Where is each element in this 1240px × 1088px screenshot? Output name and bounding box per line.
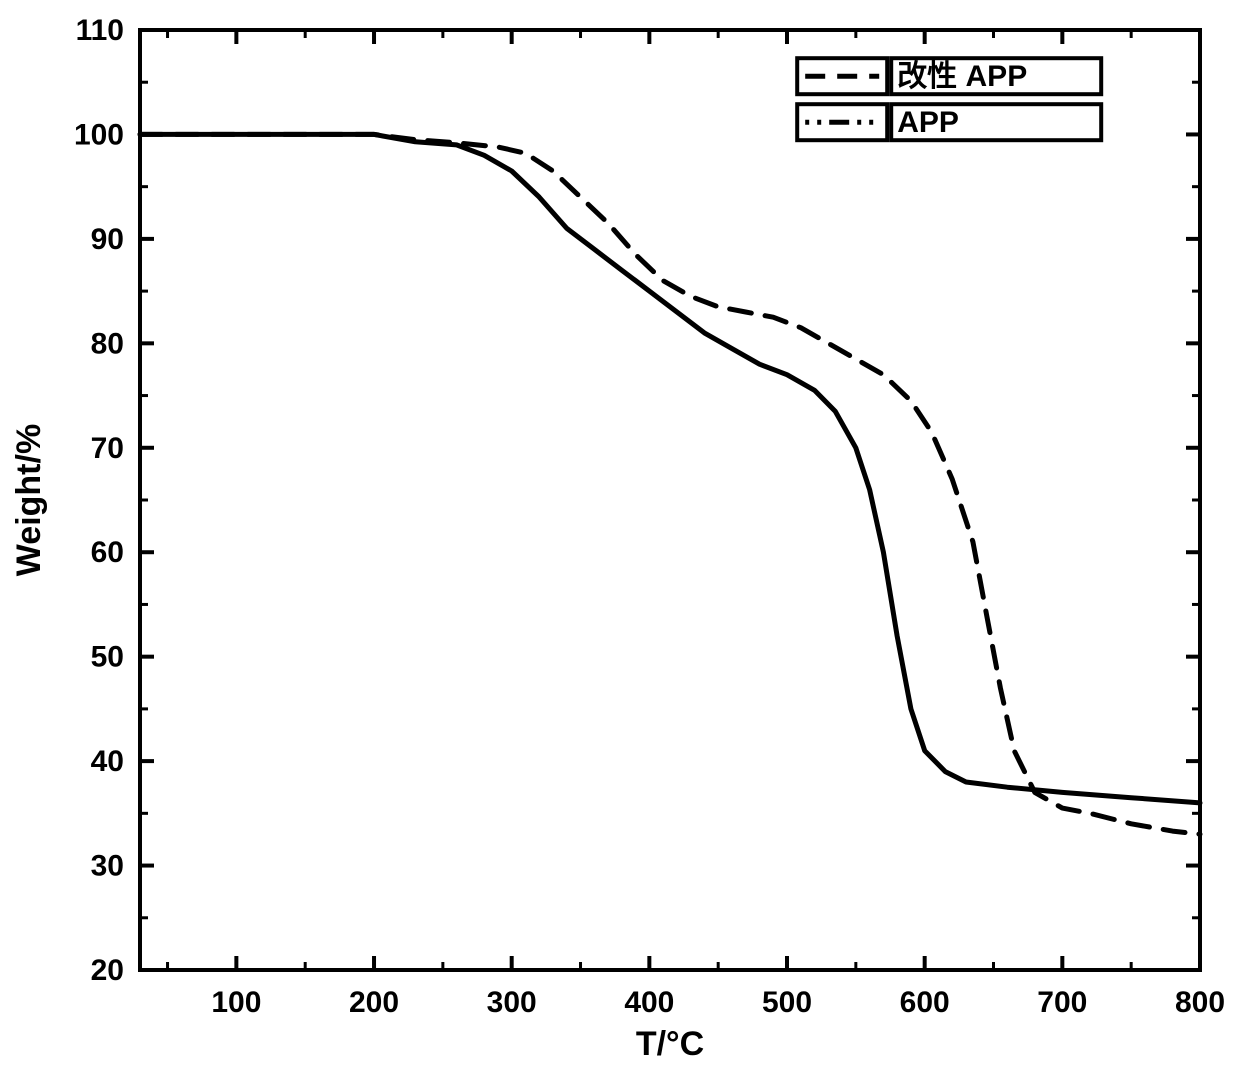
x-tick-label: 800 [1175, 986, 1225, 1019]
y-tick-label: 80 [91, 327, 124, 360]
x-axis-title: T/°C [636, 1025, 704, 1063]
x-tick-label: 600 [900, 986, 950, 1019]
y-tick-label: 60 [91, 536, 124, 569]
y-tick-label: 70 [91, 432, 124, 465]
x-tick-label: 700 [1037, 986, 1087, 1019]
y-tick-label: 50 [91, 641, 124, 674]
legend-label: APP [897, 106, 959, 139]
x-tick-label: 400 [624, 986, 674, 1019]
x-minor-ticks [168, 30, 1132, 970]
series-group [140, 134, 1200, 834]
x-tick-label: 100 [211, 986, 261, 1019]
x-ticks: 100 200 300 400 500 600 700 800 [211, 30, 1225, 1019]
series-APP [140, 134, 1200, 803]
y-tick-label: 100 [74, 118, 124, 151]
legend-label: 改性 APP [897, 60, 1027, 93]
y-ticks: 20 30 40 50 60 70 80 90 100 110 [74, 14, 1200, 987]
y-tick-label: 90 [91, 223, 124, 256]
tga-chart: 100 200 300 400 500 600 700 800 20 30 40 50 60 70 80 9… [0, 0, 1240, 1088]
y-axis-title: Weight/% [10, 424, 48, 576]
y-tick-label: 110 [76, 14, 124, 47]
x-tick-label: 500 [762, 986, 812, 1019]
y-tick-label: 40 [91, 745, 124, 778]
plot-area [140, 30, 1200, 970]
x-tick-label: 300 [487, 986, 537, 1019]
series-改性 APP [140, 134, 1200, 834]
y-tick-label: 30 [91, 850, 124, 883]
y-tick-label: 20 [91, 954, 124, 987]
x-tick-label: 200 [349, 986, 399, 1019]
legend: 改性 APP APP [797, 58, 1101, 140]
